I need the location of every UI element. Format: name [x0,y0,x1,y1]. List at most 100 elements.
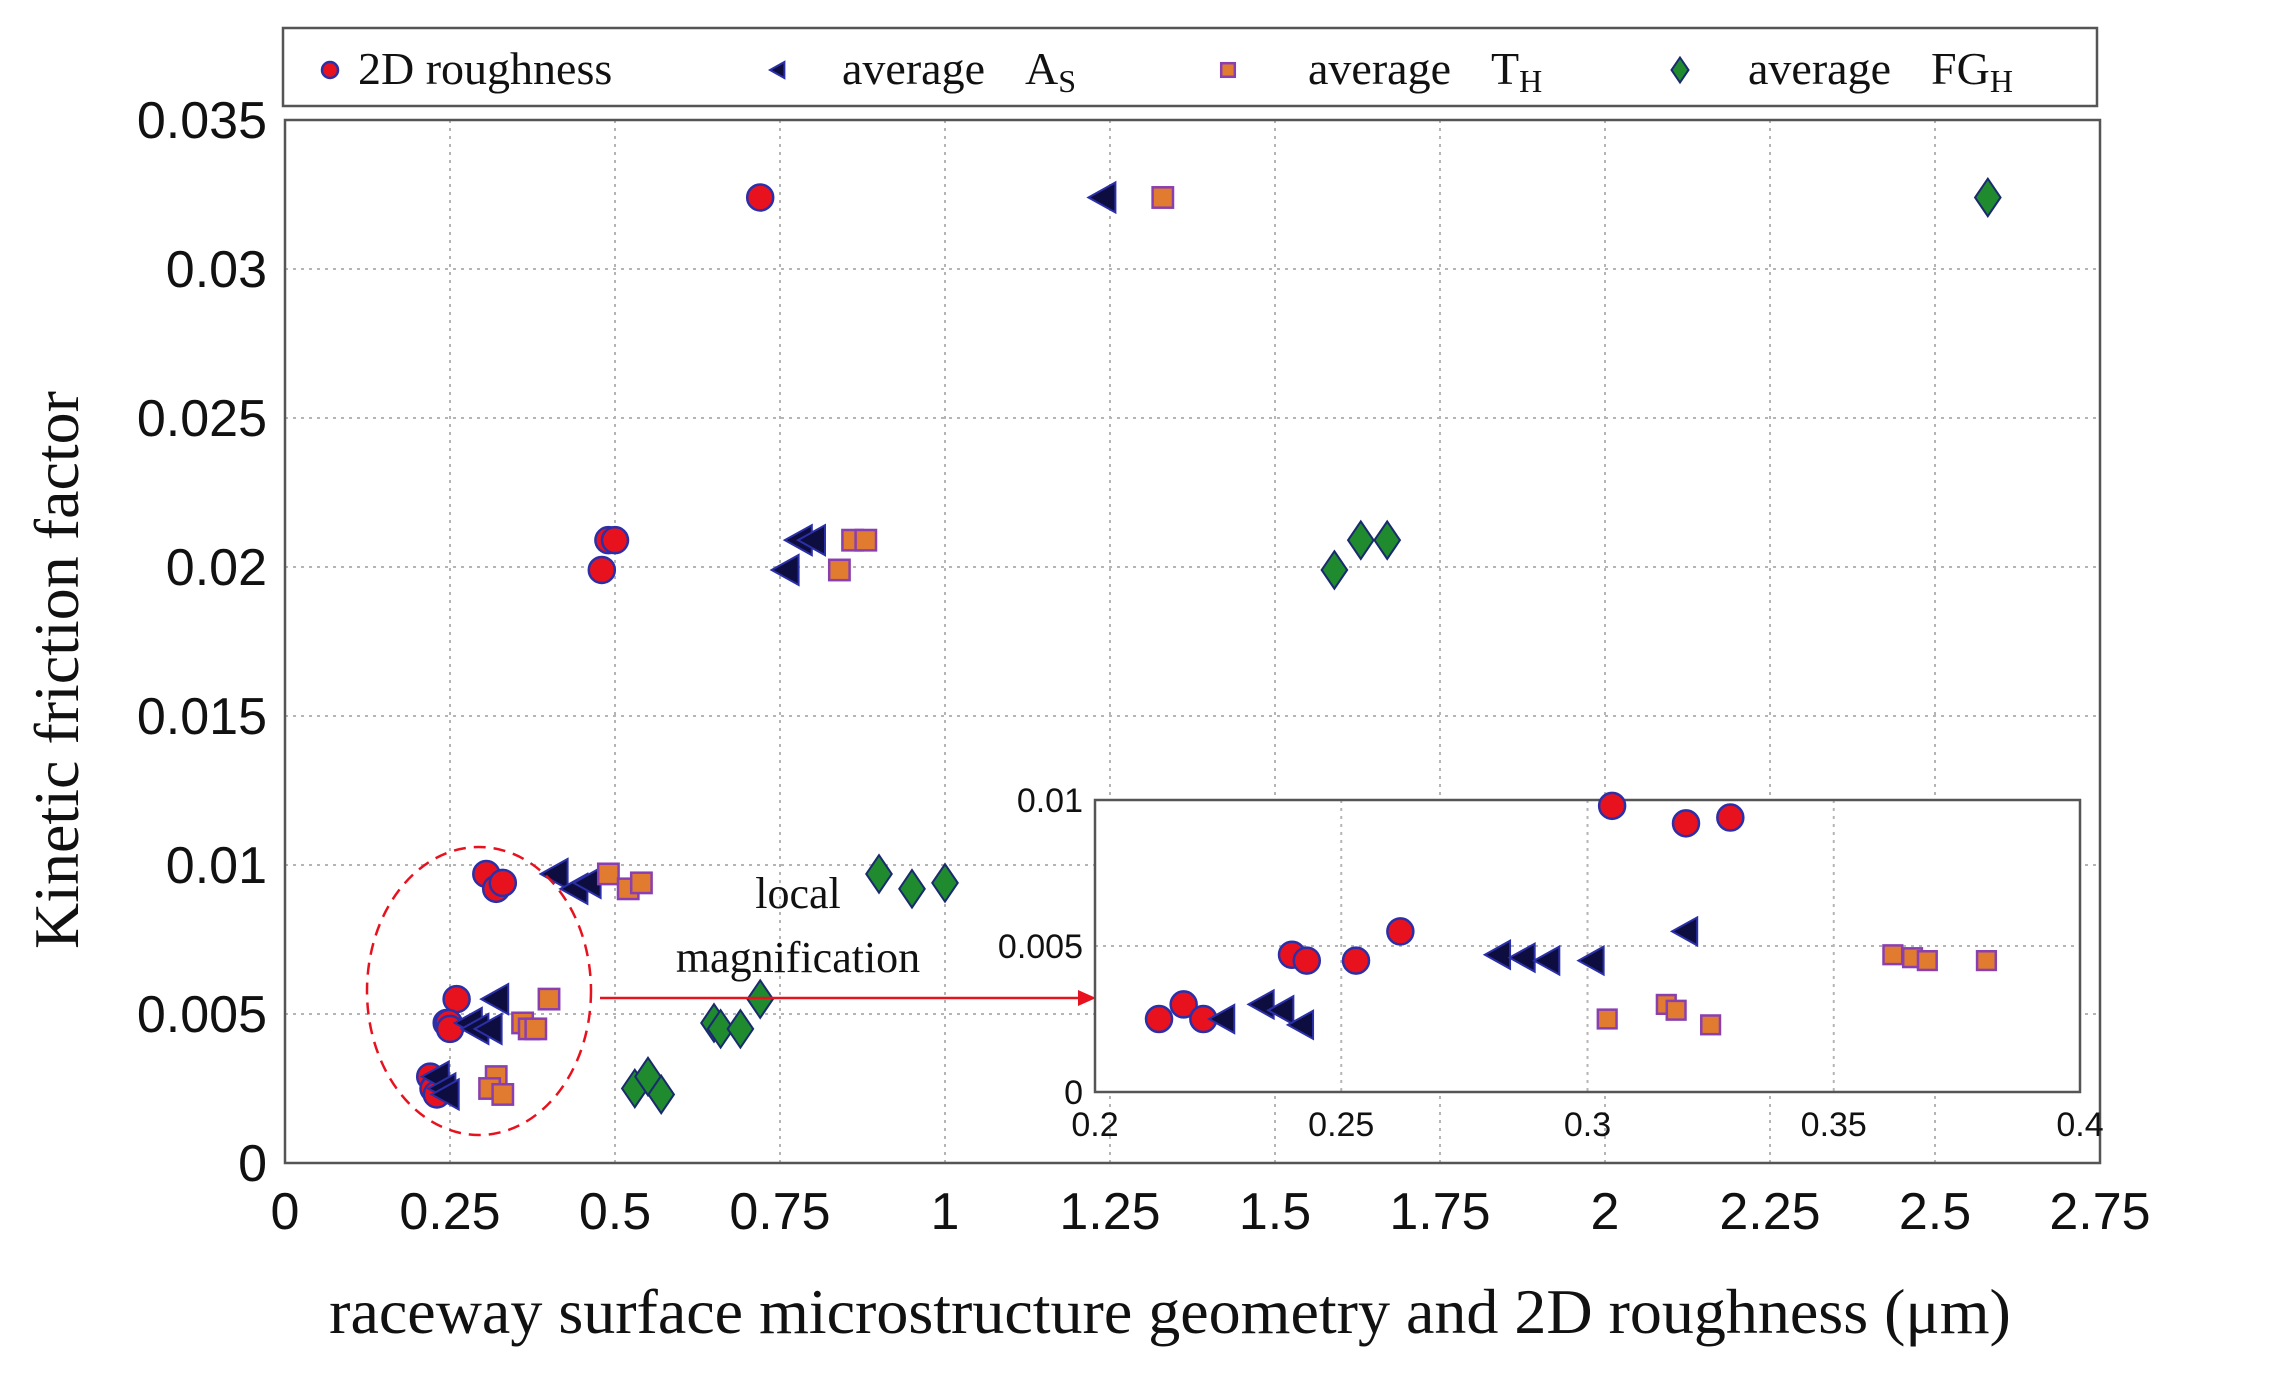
data-point [479,982,510,1016]
main-y-tick-label: 0.015 [137,688,267,746]
inset-data-point [1532,944,1561,977]
main-x-tick-label: 0 [271,1183,300,1241]
inset-data-point [1144,1004,1174,1034]
inset-data-point [1246,988,1275,1021]
data-point [491,1083,515,1106]
inset-data-point [1596,1008,1618,1030]
data-point [827,558,851,582]
main-x-tick-label: 2.5 [1899,1183,1971,1241]
data-point [488,868,518,898]
inset-data-point [1882,944,1904,966]
inset-data-point [1292,946,1322,975]
series-3 [478,186,1175,1106]
data-point [647,1073,676,1115]
inset-series-1 [1144,791,1745,1034]
main-x-tick-labels: 0 0.25 0.5 0.75 1 1.25 1.5 1.75 2 2.25 2.5 2.75 [271,1183,2151,1241]
inset-data-point [1507,941,1536,974]
data-point [854,528,878,552]
main-y-tick-label: 0 [238,1135,267,1193]
inset-data-points [1144,791,1998,1041]
main-y-tick-label: 0.035 [137,92,267,150]
main-x-tick-label: 2.75 [2049,1183,2150,1241]
main-x-tick-label: 0.75 [729,1183,830,1241]
data-point [1346,519,1375,561]
inset-data-point [1169,990,1198,1019]
main-y-tick-label: 0.03 [166,241,267,299]
main-y-tick-label: 0.01 [166,837,267,895]
main-x-tick-label: 2.25 [1719,1183,1820,1241]
inset-x-tick-label: 0.3 [1564,1106,1611,1144]
data-point [1086,180,1117,215]
legend-marker [1219,61,1237,79]
data-point [1151,186,1175,209]
annotation-local: local [755,869,841,918]
main-x-tick-label: 1.5 [1239,1183,1311,1241]
main-y-tick-label: 0.005 [137,986,267,1044]
inset-series-3 [1596,944,1998,1036]
legend-marker [320,60,340,80]
inset-data-point [1716,803,1745,832]
data-point [596,862,620,886]
legend-marker [1670,55,1690,85]
data-point [587,555,617,585]
magnification-ellipse [365,845,593,1137]
inset-data-point [1916,950,1938,972]
inset-data-point [1341,946,1371,975]
main-x-tick-label: 2 [1591,1183,1620,1241]
legend-label: average AS [842,43,1076,99]
main-x-tick-label: 1.75 [1389,1183,1490,1241]
data-point [472,1012,503,1046]
legend-label: 2D roughness [358,43,612,94]
inset-data-point [1206,1003,1236,1035]
main-x-tick-label: 0.25 [399,1183,500,1241]
data-point [537,987,561,1011]
data-point [600,525,630,555]
inset-x-tick-label: 0.2 [1071,1106,1118,1144]
main-y-tick-label: 0.025 [137,390,267,448]
inset-y-tick-label: 0.005 [998,928,1083,966]
data-point [1320,549,1349,591]
inset-y-tick-label: 0 [1064,1074,1083,1112]
inset-data-point [1285,1009,1315,1041]
data-point [1973,176,2002,219]
inset-data-point [1669,915,1699,948]
data-point [769,553,800,587]
inset-data-point [1576,944,1605,977]
main-y-tick-labels: 0 0.005 0.01 0.015 0.02 0.025 0.03 0.035 [137,92,267,1193]
legend-box [281,26,2099,108]
data-point [745,183,775,212]
legend-marker [767,60,786,80]
main-y-tick-label: 0.02 [166,539,267,597]
inset-data-point [1386,917,1415,946]
x-axis-label: raceway surface microstructure geometry … [329,1276,2011,1347]
y-axis-label: Kinetic friction factor [21,391,92,949]
inset-data-point [1700,1014,1722,1036]
inset-x-tick-label: 0.35 [1801,1106,1867,1144]
inset-data-point [1665,999,1687,1021]
inset-data-point [1671,809,1701,838]
data-point [429,1077,460,1112]
data-point [629,871,653,895]
data-point [865,853,893,895]
inset-data-point [1975,950,1998,972]
data-point [1373,519,1402,561]
inset-x-tick-label: 0.25 [1308,1106,1374,1144]
data-point [726,1008,755,1050]
main-data-points [415,176,2002,1115]
inset-data-point [1597,791,1627,821]
inset-y-tick-labels: 0 0.005 0.01 [998,782,1083,1112]
main-x-tick-label: 1 [931,1183,960,1241]
inset-y-tick-label: 0.01 [1017,782,1083,820]
main-x-tick-label: 0.5 [579,1183,651,1241]
data-point [931,862,959,904]
inset-x-tick-label: 0.4 [2056,1106,2103,1144]
inset-data-point [1482,939,1512,971]
series-4 [620,176,2002,1115]
data-point [898,868,926,910]
annotation-magnification: magnification [676,933,920,982]
inset-plot-frame [1093,798,2082,1094]
magnification-arrow-head [1078,990,1096,1006]
main-x-tick-label: 1.25 [1059,1183,1160,1241]
